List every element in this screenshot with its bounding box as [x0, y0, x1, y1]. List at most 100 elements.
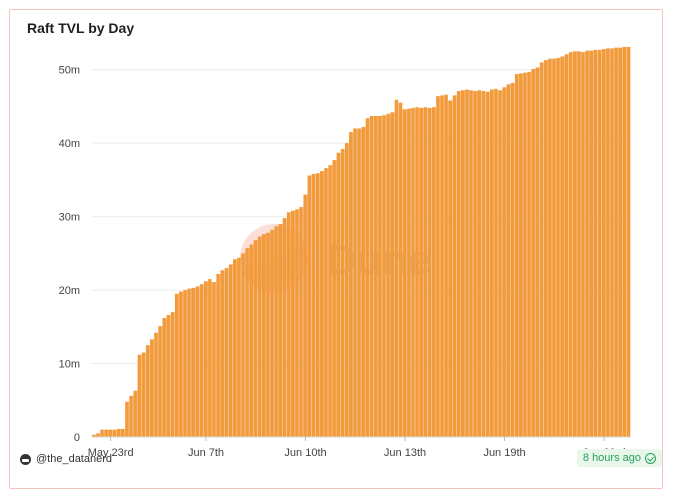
bar	[481, 91, 486, 437]
author-credit[interactable]: @the_datanerd	[20, 453, 112, 465]
bar	[121, 428, 125, 437]
bar	[344, 143, 349, 437]
bar	[436, 96, 440, 437]
bar	[626, 46, 631, 438]
bar	[100, 429, 104, 437]
chart-title: Raft TVL by Day	[27, 20, 135, 36]
bar	[373, 115, 378, 437]
bar	[357, 128, 361, 437]
bar	[448, 100, 453, 438]
bar	[531, 68, 535, 438]
bar	[203, 281, 208, 437]
x-tick-label: Jun 19th	[483, 447, 525, 459]
x-tick-label: May 23rd	[88, 447, 134, 459]
bar	[232, 259, 237, 437]
bar	[270, 229, 274, 437]
bar	[548, 58, 552, 438]
bar	[440, 95, 444, 438]
bar	[170, 312, 175, 437]
bar	[423, 107, 428, 437]
bar	[137, 354, 142, 437]
bar	[361, 126, 365, 438]
bar	[589, 50, 593, 438]
updated-text: 8 hours ago	[582, 452, 641, 464]
bar	[96, 433, 100, 437]
bar	[369, 115, 374, 437]
x-tick-label: Jun 7th	[188, 447, 224, 459]
bar	[556, 57, 560, 437]
bar	[245, 248, 249, 437]
bar	[249, 244, 253, 437]
bar	[332, 160, 336, 438]
bar	[419, 107, 423, 437]
bar	[597, 49, 602, 438]
bar	[141, 352, 146, 437]
bar	[411, 107, 415, 437]
bar	[606, 48, 610, 437]
bar	[286, 212, 291, 437]
bar	[510, 82, 515, 438]
bar	[154, 332, 158, 437]
bar	[618, 47, 623, 438]
bar	[386, 113, 390, 438]
bar	[295, 209, 299, 437]
avatar-icon	[20, 453, 31, 465]
bar	[216, 273, 220, 437]
bar	[601, 49, 606, 438]
bar	[353, 128, 357, 437]
y-tick-label: 30m	[59, 212, 80, 224]
bar	[116, 428, 121, 437]
bar	[572, 51, 577, 437]
bar	[257, 236, 262, 437]
bar	[523, 72, 527, 437]
bar	[469, 90, 473, 437]
bar	[402, 109, 407, 438]
bar	[112, 429, 117, 437]
bar	[261, 234, 266, 437]
x-tick-label: Jun 10th	[284, 447, 326, 459]
bar	[340, 149, 345, 437]
bar	[92, 434, 96, 437]
bar	[311, 174, 316, 437]
bar	[568, 52, 573, 438]
bar	[299, 207, 303, 437]
bar	[133, 390, 137, 437]
bar	[398, 102, 403, 437]
bar	[195, 286, 200, 437]
y-tick-label: 10m	[59, 359, 80, 371]
bar	[477, 90, 482, 437]
bar	[158, 326, 162, 437]
bar	[494, 88, 498, 437]
bar	[452, 95, 457, 438]
bar	[174, 293, 179, 437]
bar	[502, 87, 506, 437]
bar	[382, 115, 386, 438]
bar	[473, 91, 477, 437]
bar	[179, 291, 183, 437]
bar	[291, 210, 295, 437]
updated-badge: 8 hours ago	[576, 449, 662, 467]
bar	[125, 401, 129, 437]
bar	[390, 112, 394, 438]
author-name: @the_datanerd	[36, 453, 113, 465]
bar	[253, 240, 258, 437]
bar	[166, 315, 171, 437]
bar	[527, 71, 531, 438]
bar	[485, 91, 490, 437]
bar	[415, 107, 419, 437]
bar	[129, 395, 133, 437]
bar	[431, 107, 436, 437]
bar	[108, 429, 113, 437]
bar	[150, 339, 154, 437]
bar	[535, 67, 540, 438]
y-tick-label: 50m	[59, 65, 80, 77]
y-tick-label: 20m	[59, 285, 80, 297]
bar	[328, 165, 332, 437]
bar	[560, 56, 564, 437]
bar	[208, 279, 212, 437]
bar	[162, 317, 166, 437]
bar	[274, 226, 278, 437]
bar	[365, 118, 370, 438]
bar	[581, 52, 585, 438]
bar	[224, 268, 229, 437]
